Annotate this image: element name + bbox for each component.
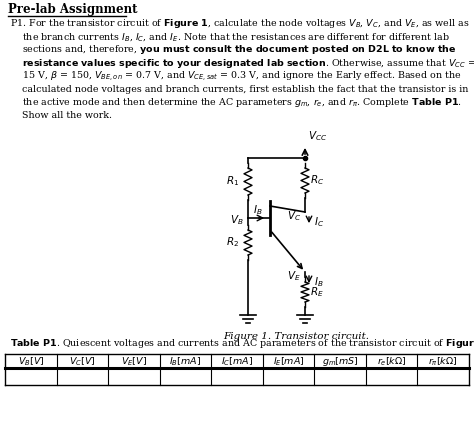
Text: $\mathit{g}_\mathit{m}$$[mS]$: $\mathit{g}_\mathit{m}$$[mS]$ xyxy=(322,355,358,369)
Text: 15 V, $\beta$ = 150, $V_{BE,on}$ = 0.7 V, and $V_{CE,sat}$ = 0.3 V, and ignore t: 15 V, $\beta$ = 150, $V_{BE,on}$ = 0.7 V… xyxy=(10,70,461,83)
Text: $\mathit{I}_\mathit{C}$$[mA]$: $\mathit{I}_\mathit{C}$$[mA]$ xyxy=(221,356,253,368)
Text: Figure 1. Transistor circuit.: Figure 1. Transistor circuit. xyxy=(224,332,370,341)
Text: sections and, therefore, $\mathbf{you\ must\ consult\ the\ document\ posted\ on\: sections and, therefore, $\mathbf{you\ m… xyxy=(10,43,456,56)
Text: $I_C$: $I_C$ xyxy=(314,215,324,229)
Text: $\mathbf{resistance\ values\ specific\ to\ your\ designated\ lab\ section}$. Oth: $\mathbf{resistance\ values\ specific\ t… xyxy=(10,56,474,70)
Text: $V_E$: $V_E$ xyxy=(287,269,301,283)
Text: $\mathit{V}_\mathit{B}$$[V]$: $\mathit{V}_\mathit{B}$$[V]$ xyxy=(18,356,44,368)
Text: $\mathit{V}_\mathit{E}$$[V]$: $\mathit{V}_\mathit{E}$$[V]$ xyxy=(121,356,147,368)
Text: $R_C$: $R_C$ xyxy=(310,174,324,187)
Text: $\bf{Table\ P1}$. Quiescent voltages and currents and AC parameters of the trans: $\bf{Table\ P1}$. Quiescent voltages and… xyxy=(10,337,474,350)
Text: $R_2$: $R_2$ xyxy=(226,235,239,250)
Text: the branch currents $I_B$, $I_C$, and $I_E$. Note that the resistances are diffe: the branch currents $I_B$, $I_C$, and $I… xyxy=(10,31,450,43)
Text: $I_B$: $I_B$ xyxy=(253,203,263,217)
Text: $V_C$: $V_C$ xyxy=(287,209,301,223)
Text: $\mathit{I}_\mathit{B}$$[mA]$: $\mathit{I}_\mathit{B}$$[mA]$ xyxy=(169,356,201,368)
Text: $V_B$: $V_B$ xyxy=(230,213,244,227)
Text: Show all the work.: Show all the work. xyxy=(10,112,112,120)
Text: $\mathit{r}_\mathit{e}$$[k\Omega]$: $\mathit{r}_\mathit{e}$$[k\Omega]$ xyxy=(377,356,407,368)
Text: $\mathit{I}_\mathit{E}$$[mA]$: $\mathit{I}_\mathit{E}$$[mA]$ xyxy=(273,356,304,368)
Text: calculated node voltages and branch currents, first establish the fact that the : calculated node voltages and branch curr… xyxy=(10,85,468,94)
Text: Pre-lab Assignment: Pre-lab Assignment xyxy=(8,3,137,16)
Text: $I_B$: $I_B$ xyxy=(314,275,324,289)
Text: P1. For the transistor circuit of $\bf{Figure\ 1}$, calculate the node voltages : P1. For the transistor circuit of $\bf{F… xyxy=(10,17,470,30)
Text: $V_{CC}$: $V_{CC}$ xyxy=(308,129,327,143)
Text: $\mathit{r}_{\mathit{\pi}}$$[k\Omega]$: $\mathit{r}_{\mathit{\pi}}$$[k\Omega]$ xyxy=(428,356,458,368)
Text: $R_1$: $R_1$ xyxy=(226,175,239,188)
Text: $R_E$: $R_E$ xyxy=(310,285,324,299)
Text: the active mode and then determine the AC parameters $g_m$, $r_e$, and $r_{\pi}$: the active mode and then determine the A… xyxy=(10,96,462,109)
Text: $\mathit{V}_\mathit{C}$$[V]$: $\mathit{V}_\mathit{C}$$[V]$ xyxy=(69,356,96,368)
